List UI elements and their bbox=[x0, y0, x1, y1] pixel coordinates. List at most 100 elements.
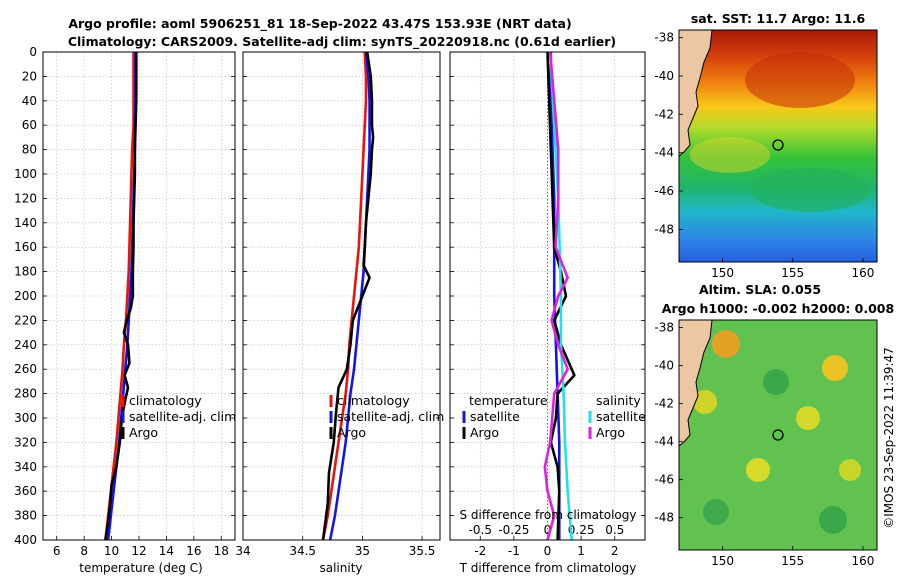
sla-map-frame bbox=[678, 319, 878, 551]
plot-frame bbox=[42, 51, 236, 541]
temperature-axis-label: temperature (deg C) bbox=[79, 561, 202, 575]
series-line-t-satellite bbox=[549, 52, 561, 540]
sst-yellow-patch bbox=[690, 137, 770, 173]
map-lon-label: 160 bbox=[852, 554, 875, 568]
depth-tick-label: 160 bbox=[14, 240, 37, 254]
x-tick-label: -2 bbox=[474, 544, 486, 558]
plot-frame bbox=[449, 51, 646, 541]
depth-tick-label: 180 bbox=[14, 265, 37, 279]
legend-label-satellite-clim: satellite-adj. clim bbox=[129, 409, 236, 424]
sla-anomaly-low bbox=[763, 369, 789, 395]
depth-tick-label: 360 bbox=[14, 484, 37, 498]
sst-map bbox=[679, 30, 877, 262]
x-tick-label: 10 bbox=[104, 544, 119, 558]
x2-tick-label: 0 bbox=[544, 523, 552, 537]
x-tick-label: 16 bbox=[186, 544, 201, 558]
legend-label-t-argo: Argo bbox=[470, 425, 499, 440]
x2-tick-label: -0.5 bbox=[469, 523, 492, 537]
legend-heading-salinity: salinity bbox=[596, 393, 641, 408]
sla-anomaly-high bbox=[796, 406, 820, 430]
sla-anomaly-high bbox=[693, 390, 717, 414]
depth-tick-label: 200 bbox=[14, 289, 37, 303]
x-tick-label: 14 bbox=[159, 544, 174, 558]
sla-anomaly-high bbox=[746, 458, 770, 482]
land-tasmania bbox=[679, 30, 713, 157]
x-tick-label: 12 bbox=[131, 544, 146, 558]
series-line-s-satellite bbox=[548, 51, 574, 541]
depth-tick-label: 260 bbox=[14, 362, 37, 376]
x-tick-label: 35 bbox=[355, 544, 370, 558]
x-tick-label: 35.5 bbox=[409, 544, 436, 558]
depth-tick-label: 0 bbox=[29, 45, 37, 59]
legend-label-satellite-clim: satellite-adj. clim bbox=[337, 409, 444, 424]
series-line-argo bbox=[321, 51, 375, 541]
title-line-1: Argo profile: aoml 5906251_81 18-Sep-202… bbox=[68, 16, 571, 32]
salinity-profile-panel: 34 34.5 35 35.5 bbox=[235, 51, 441, 558]
depth-tick-label: 240 bbox=[14, 338, 37, 352]
depth-tick-label: 280 bbox=[14, 387, 37, 401]
x2-tick-label: -0.25 bbox=[498, 523, 529, 537]
x-tick-label: -1 bbox=[508, 544, 520, 558]
depth-tick-label: 380 bbox=[14, 509, 37, 523]
depth-tick-label: 320 bbox=[14, 435, 37, 449]
s-difference-axis-label: S difference from climatology bbox=[460, 508, 637, 522]
map-lat-label: -38 bbox=[654, 31, 674, 45]
depth-tick-label: 100 bbox=[14, 167, 37, 181]
x-tick-label: 0 bbox=[544, 544, 552, 558]
depth-axis: 0 20 40 60 80 100 120 140 160 180 200 220 240 260 280 3… bbox=[14, 45, 37, 547]
map-lon-label: 150 bbox=[711, 266, 734, 280]
map-lat-label: -48 bbox=[654, 222, 674, 236]
depth-tick-label: 220 bbox=[14, 313, 37, 327]
map-lon-label: 155 bbox=[781, 554, 804, 568]
x-tick-label: 6 bbox=[53, 544, 61, 558]
legend-label-argo: Argo bbox=[337, 425, 366, 440]
sst-cool-patch bbox=[750, 168, 870, 212]
series-line-climatology bbox=[104, 52, 135, 541]
legend-label-climatology: climatology bbox=[129, 393, 202, 408]
map-lon-label: 150 bbox=[711, 554, 734, 568]
map-lat-label: -46 bbox=[654, 473, 674, 487]
map-lat-label: -48 bbox=[654, 511, 674, 525]
x-tick-label: 34.5 bbox=[289, 544, 316, 558]
series-line-s-argo bbox=[543, 51, 569, 541]
depth-tick-label: 400 bbox=[14, 533, 37, 547]
x-tick-label: 2 bbox=[611, 544, 619, 558]
sla-anomaly-high bbox=[712, 330, 740, 358]
sla-anomaly-low bbox=[819, 506, 847, 534]
sla-map-title-1: Altim. SLA: 0.055 bbox=[699, 282, 821, 297]
x2-tick-label: 0.5 bbox=[605, 523, 624, 537]
map-lat-label: -42 bbox=[654, 107, 674, 121]
temperature-legend: climatology satellite-adj. clim Argo bbox=[121, 393, 236, 440]
profile-location-marker bbox=[772, 429, 784, 441]
depth-tick-label: 140 bbox=[14, 216, 37, 230]
imos-watermark: ©IMOS 23-Sep-2022 11:39:47 bbox=[882, 347, 896, 529]
sla-anomaly-low bbox=[703, 499, 729, 525]
legend-label-climatology: climatology bbox=[337, 393, 410, 408]
sla-anomaly-high bbox=[822, 355, 848, 381]
x-tick-label: 18 bbox=[214, 544, 229, 558]
map-lon-label: 155 bbox=[781, 266, 804, 280]
map-lat-label: -44 bbox=[654, 146, 674, 160]
map-lat-label: -44 bbox=[654, 435, 674, 449]
x-tick-label: 1 bbox=[577, 544, 585, 558]
land-tasmania bbox=[679, 320, 713, 447]
depth-tick-label: 80 bbox=[22, 143, 37, 157]
sst-map-ticks: 150 155 160 -38 -40 -42 -44 -46 -48 bbox=[654, 31, 874, 280]
series-line-argo bbox=[104, 52, 138, 541]
legend-label-s-satellite: satellite bbox=[596, 409, 646, 424]
legend-label-t-satellite: satellite bbox=[470, 409, 520, 424]
legend-heading-temperature: temperature bbox=[469, 393, 548, 408]
sla-map-title-2: Argo h1000: -0.002 h2000: 0.008 bbox=[662, 301, 894, 316]
sla-map-ticks: 150 155 160 -38 -40 -42 -44 -46 -48 bbox=[654, 321, 874, 568]
legend-label-s-argo: Argo bbox=[596, 425, 625, 440]
sla-anomaly-high bbox=[839, 459, 861, 481]
map-lon-label: 160 bbox=[852, 266, 875, 280]
map-lat-label: -38 bbox=[654, 321, 674, 335]
x-tick-label: 34 bbox=[235, 544, 250, 558]
depth-tick-label: 40 bbox=[22, 94, 37, 108]
title-line-2: Climatology: CARS2009. Satellite-adj cli… bbox=[68, 34, 616, 50]
profile-location-marker bbox=[772, 139, 784, 151]
temperature-profile-panel: 6 8 10 12 14 16 18 bbox=[42, 51, 236, 558]
depth-tick-label: 20 bbox=[22, 69, 37, 83]
